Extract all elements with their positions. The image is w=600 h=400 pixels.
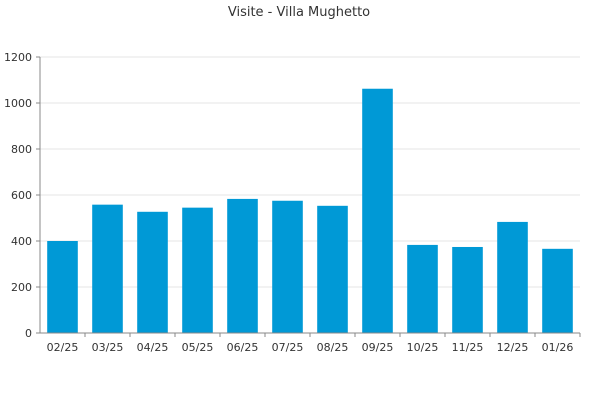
y-tick-label: 200 xyxy=(11,281,32,294)
y-tick-label: 600 xyxy=(11,189,32,202)
x-tick-label: 12/25 xyxy=(497,341,529,354)
x-tick-label: 06/25 xyxy=(227,341,259,354)
y-tick-label: 1200 xyxy=(4,51,32,64)
bar-08-25[interactable] xyxy=(317,205,348,333)
bar-11-25[interactable] xyxy=(452,246,483,333)
x-tick-label: 03/25 xyxy=(92,341,124,354)
bar-09-25[interactable] xyxy=(362,88,393,334)
bar-06-25[interactable] xyxy=(227,198,258,333)
x-tick-label: 08/25 xyxy=(317,341,349,354)
x-tick-label: 05/25 xyxy=(182,341,214,354)
y-tick-label: 400 xyxy=(11,235,32,248)
bar-04-25[interactable] xyxy=(137,211,168,333)
y-axis-ticks: 0 200 400 600 800 1000 1200 xyxy=(4,51,40,340)
x-tick-label: 09/25 xyxy=(362,341,394,354)
grid xyxy=(40,56,580,288)
x-tick-label: 02/25 xyxy=(47,341,79,354)
bar-12-25[interactable] xyxy=(497,221,528,333)
y-tick-label: 1000 xyxy=(4,97,32,110)
bar-05-25[interactable] xyxy=(182,207,213,333)
bar-02-25[interactable] xyxy=(47,241,78,333)
x-tick-label: 04/25 xyxy=(137,341,169,354)
x-axis-ticks: 02/25 03/25 04/25 05/25 06/25 07/25 08/25 09/25… xyxy=(47,333,581,354)
chart-title: Visite - Villa Mughetto xyxy=(228,5,370,20)
x-tick-label: 07/25 xyxy=(272,341,304,354)
y-tick-label: 800 xyxy=(11,143,32,156)
x-tick-label: 11/25 xyxy=(452,341,484,354)
bar-07-25[interactable] xyxy=(272,200,303,333)
y-tick-label: 0 xyxy=(25,327,32,340)
bar-03-25[interactable] xyxy=(92,204,123,333)
x-tick-label: 10/25 xyxy=(407,341,439,354)
bar-10-25[interactable] xyxy=(407,244,438,333)
bar-01-26[interactable] xyxy=(542,248,573,333)
x-tick-label: 01/26 xyxy=(542,341,574,354)
bars xyxy=(47,88,573,334)
